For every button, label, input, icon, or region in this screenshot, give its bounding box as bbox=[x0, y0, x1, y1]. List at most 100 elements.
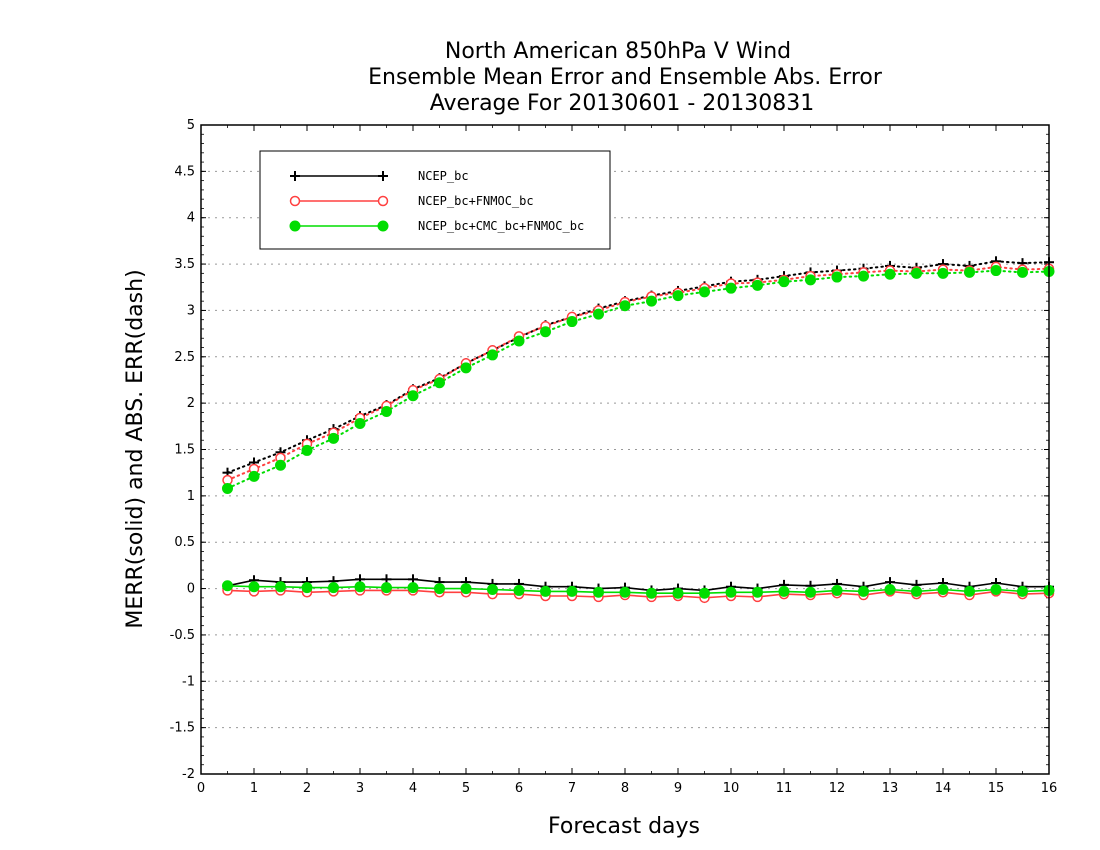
merr-point-ncep-bc-cmc-bc-fnmoc-bc bbox=[301, 582, 313, 594]
merr-point-ncep-bc-cmc-bc-fnmoc-bc bbox=[778, 585, 790, 597]
merr-point-ncep-bc-cmc-bc-fnmoc-bc bbox=[1017, 585, 1028, 597]
merr-point-ncep-bc-cmc-bc-fnmoc-bc bbox=[354, 581, 366, 593]
legend-label-ncep-bc: NCEP_bc bbox=[418, 169, 469, 183]
abs-err-point-ncep-bc-cmc-bc-fnmoc-bc bbox=[911, 267, 922, 279]
merr-point-ncep-bc-cmc-bc-fnmoc-bc bbox=[858, 585, 869, 597]
x-tick-label: 1 bbox=[250, 781, 258, 796]
x-tick-label: 8 bbox=[621, 781, 629, 796]
x-tick-label: 14 bbox=[935, 781, 952, 796]
y-tick-label: 5 bbox=[187, 118, 195, 133]
abs-err-point-ncep-bc-cmc-bc-fnmoc-bc bbox=[1017, 266, 1028, 278]
merr-point-ncep-bc-cmc-bc-fnmoc-bc bbox=[460, 583, 472, 595]
x-tick-label: 15 bbox=[988, 781, 1005, 796]
abs-err-point-ncep-bc-cmc-bc-fnmoc-bc bbox=[937, 267, 949, 279]
abs-err-point-ncep-bc-cmc-bc-fnmoc-bc bbox=[407, 390, 419, 402]
y-tick-label: 3 bbox=[187, 303, 195, 318]
abs-err-point-ncep-bc-cmc-bc-fnmoc-bc bbox=[964, 266, 975, 278]
merr-point-ncep-bc-cmc-bc-fnmoc-bc bbox=[222, 580, 233, 592]
abs-err-point-ncep-bc-cmc-bc-fnmoc-bc bbox=[381, 405, 392, 417]
merr-point-ncep-bc-cmc-bc-fnmoc-bc bbox=[487, 583, 498, 595]
y-axis-label: MERR(solid) and ABS. ERR(dash) bbox=[123, 269, 148, 628]
x-tick-label: 7 bbox=[568, 781, 576, 796]
merr-point-ncep-bc-cmc-bc-fnmoc-bc bbox=[407, 582, 419, 594]
abs-err-point-ncep-bc-cmc-bc-fnmoc-bc bbox=[354, 418, 366, 430]
x-tick-label: 5 bbox=[462, 781, 470, 796]
y-tick-label: 4.5 bbox=[174, 164, 195, 179]
abs-err-point-ncep-bc-cmc-bc-fnmoc-bc bbox=[434, 377, 445, 389]
legend-marker-ncep-bc bbox=[290, 171, 300, 181]
abs-err-point-ncep-bc-cmc-bc-fnmoc-bc bbox=[831, 271, 843, 283]
merr-point-ncep-bc-cmc-bc-fnmoc-bc bbox=[593, 586, 604, 598]
abs-err-point-ncep-bc-cmc-bc-fnmoc-bc bbox=[858, 270, 869, 282]
y-tick-label: -0.5 bbox=[170, 628, 195, 643]
y-tick-label: 0 bbox=[187, 582, 195, 597]
merr-point-ncep-bc-cmc-bc-fnmoc-bc bbox=[964, 585, 975, 597]
y-tick-label: 1.5 bbox=[174, 443, 195, 458]
merr-point-ncep-bc-cmc-bc-fnmoc-bc bbox=[540, 585, 551, 597]
x-tick-label: 3 bbox=[356, 781, 364, 796]
abs-err-point-ncep-bc-cmc-bc-fnmoc-bc bbox=[566, 316, 578, 328]
legend-label-ncep-fnmoc: NCEP_bc+FNMOC_bc bbox=[418, 194, 534, 208]
legend-label-ncep-cmc-fnmoc: NCEP_bc+CMC_bc+FNMOC_bc bbox=[418, 219, 584, 233]
plot-frame bbox=[200, 124, 1050, 775]
abs-err-point-ncep-bc-cmc-bc-fnmoc-bc bbox=[672, 290, 684, 302]
legend-box bbox=[259, 150, 611, 250]
x-tick-label: 0 bbox=[197, 781, 205, 796]
abs-err-point-ncep-bc-cmc-bc-fnmoc-bc bbox=[619, 300, 631, 312]
x-tick-label: 11 bbox=[776, 781, 793, 796]
abs-err-point-ncep-bc-cmc-bc-fnmoc-bc bbox=[222, 482, 233, 494]
merr-point-ncep-bc-cmc-bc-fnmoc-bc bbox=[937, 583, 949, 595]
merr-point-ncep-bc-cmc-bc-fnmoc-bc bbox=[434, 583, 445, 595]
y-tick-label: -2 bbox=[182, 767, 195, 782]
abs-err-point-ncep-bc-cmc-bc-fnmoc-bc bbox=[699, 286, 710, 298]
abs-err-point-ncep-bc-cmc-bc-fnmoc-bc bbox=[328, 432, 339, 444]
merr-point-ncep-bc-cmc-bc-fnmoc-bc bbox=[831, 584, 843, 596]
legend-marker-ncep-bc-fnmoc-bc bbox=[289, 195, 301, 207]
x-tick-label: 4 bbox=[409, 781, 417, 796]
abs-err-point-ncep-bc-cmc-bc-fnmoc-bc bbox=[778, 276, 790, 288]
merr-point-ncep-bc-cmc-bc-fnmoc-bc bbox=[381, 582, 392, 594]
y-tick-label: 1 bbox=[187, 489, 195, 504]
abs-err-point-ncep-bc-cmc-bc-fnmoc-bc bbox=[248, 470, 260, 482]
y-tick-label: 2.5 bbox=[174, 350, 195, 365]
merr-point-ncep-bc-cmc-bc-fnmoc-bc bbox=[619, 586, 631, 598]
merr-point-ncep-bc-cmc-bc-fnmoc-bc bbox=[752, 586, 763, 598]
abs-err-point-ncep-bc-cmc-bc-fnmoc-bc bbox=[275, 459, 286, 471]
merr-point-ncep-bc-cmc-bc-fnmoc-bc bbox=[275, 581, 286, 593]
abs-err-point-ncep-bc-cmc-bc-fnmoc-bc bbox=[646, 295, 657, 307]
abs-err-point-ncep-bc-cmc-bc-fnmoc-bc bbox=[540, 326, 551, 338]
legend-entries bbox=[289, 171, 389, 232]
merr-point-ncep-bc-cmc-bc-fnmoc-bc bbox=[990, 583, 1002, 595]
x-tick-label: 10 bbox=[723, 781, 740, 796]
y-tick-label: 2 bbox=[187, 396, 195, 411]
y-tick-label: 0.5 bbox=[174, 535, 195, 550]
x-tick-label: 9 bbox=[674, 781, 682, 796]
legend-marker-ncep-bc-cmc-bc-fnmoc-bc bbox=[289, 220, 301, 232]
y-tick-label: -1.5 bbox=[170, 721, 195, 736]
legend-marker-ncep-bc bbox=[378, 171, 388, 181]
abs-err-point-ncep-bc-cmc-bc-fnmoc-bc bbox=[593, 308, 604, 320]
merr-point-ncep-bc-cmc-bc-fnmoc-bc bbox=[566, 585, 578, 597]
merr-point-ncep-bc-cmc-bc-fnmoc-bc bbox=[725, 586, 737, 598]
abs-err-point-ncep-bc-cmc-bc-fnmoc-bc bbox=[301, 444, 313, 456]
abs-err-point-ncep-bc-cmc-bc-fnmoc-bc bbox=[460, 362, 472, 374]
legend-marker-ncep-bc-fnmoc-bc bbox=[377, 195, 389, 207]
merr-point-ncep-bc-cmc-bc-fnmoc-bc bbox=[884, 583, 896, 595]
chart-title-line-3: Average For 20130601 - 20130831 bbox=[430, 91, 815, 116]
y-tick-label: 3.5 bbox=[174, 257, 195, 272]
abs-err-point-ncep-bc-cmc-bc-fnmoc-bc bbox=[884, 268, 896, 280]
abs-err-point-ncep-bc-cmc-bc-fnmoc-bc bbox=[990, 265, 1002, 277]
series-markers bbox=[222, 256, 1055, 604]
abs-err-point-ncep-bc-cmc-bc-fnmoc-bc bbox=[487, 349, 498, 361]
legend: NCEP_bc NCEP_bc+FNMOC_bc NCEP_bc+CMC_bc+… bbox=[259, 150, 611, 250]
merr-point-ncep-bc-cmc-bc-fnmoc-bc bbox=[513, 584, 525, 596]
chart-title-line-2: Ensemble Mean Error and Ensemble Abs. Er… bbox=[368, 65, 883, 90]
abs-err-point-ncep-bc-cmc-bc-fnmoc-bc bbox=[513, 335, 525, 347]
x-tick-label: 16 bbox=[1041, 781, 1058, 796]
x-tick-label: 13 bbox=[882, 781, 899, 796]
merr-point-ncep-bc-cmc-bc-fnmoc-bc bbox=[672, 587, 684, 599]
y-tick-label: -1 bbox=[182, 674, 195, 689]
chart-title-line-1: North American 850hPa V Wind bbox=[445, 39, 791, 64]
